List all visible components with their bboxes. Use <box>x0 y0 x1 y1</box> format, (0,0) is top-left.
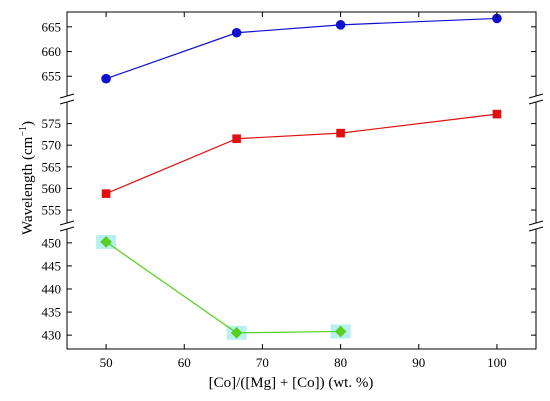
axis-break-slash <box>528 226 544 232</box>
data-point-diamond <box>100 236 112 248</box>
axis-break-slash <box>59 226 75 232</box>
data-point-square <box>101 189 111 198</box>
y-axis-label-close: ) <box>20 121 36 126</box>
y-axis-label: Wavelength (cm−1) <box>18 121 36 235</box>
axis-break-slash <box>59 220 75 226</box>
y-tick-label: 555 <box>42 203 62 218</box>
series-3-line <box>105 241 341 334</box>
series-lines <box>105 17 497 334</box>
data-point-circle <box>335 20 346 30</box>
axis-break-slash <box>528 93 544 99</box>
axis-break-slash <box>59 99 75 105</box>
data-point-diamond <box>334 325 347 338</box>
axis-break-slash <box>528 99 544 105</box>
data-point-square <box>492 109 502 119</box>
plot-frame-rect <box>66 11 537 350</box>
series-2-line <box>105 113 497 195</box>
y-tick-label: 565 <box>42 159 62 174</box>
x-axis-label: [Co]/([Mg] + [Co]) (wt. %) <box>209 375 374 391</box>
y-tick-label: 445 <box>42 258 62 273</box>
data-point-circle <box>101 73 111 84</box>
series-1-line <box>105 17 497 80</box>
data-point-circle <box>231 27 242 38</box>
axis-break-gap <box>60 223 74 229</box>
x-tick-label: 70 <box>256 355 269 370</box>
data-point-diamond <box>230 327 243 339</box>
y-tick-label: 570 <box>42 138 62 153</box>
axis-break-gap <box>529 223 543 229</box>
y-tick-label: 450 <box>42 235 62 250</box>
y-tick-label: 655 <box>42 69 62 84</box>
y-tick-label: 435 <box>42 305 62 320</box>
axis-breaks <box>59 93 544 232</box>
ticks: 50 60 70 80 90 100 655 660 665 555 560 565 570 575 430… <box>42 12 536 370</box>
axis-break-gap <box>529 96 543 102</box>
axis-break-gap <box>60 96 74 102</box>
x-tick-label: 60 <box>178 355 191 370</box>
x-tick-label: 50 <box>100 355 113 370</box>
y-axis-label-main: Wavelength (cm <box>20 136 36 235</box>
x-tick-label: 90 <box>412 355 425 370</box>
data-point-square <box>336 128 345 138</box>
plot-frame <box>66 11 537 350</box>
y-tick-label: 575 <box>42 116 62 131</box>
y-axis-label-superscript: −1 <box>18 126 29 137</box>
y-tick-label: 560 <box>42 181 62 196</box>
data-markers <box>100 13 502 339</box>
axis-break-slash <box>59 93 75 99</box>
y-tick-label: 660 <box>42 44 62 59</box>
y-tick-label: 665 <box>42 19 62 34</box>
y-tick-label: 440 <box>42 282 62 297</box>
axis-break-slash <box>528 220 544 226</box>
data-point-circle <box>492 13 502 24</box>
y-tick-label: 430 <box>42 328 62 343</box>
x-tick-label: 80 <box>334 355 347 370</box>
data-point-square <box>232 134 241 144</box>
x-tick-label: 100 <box>487 355 507 370</box>
